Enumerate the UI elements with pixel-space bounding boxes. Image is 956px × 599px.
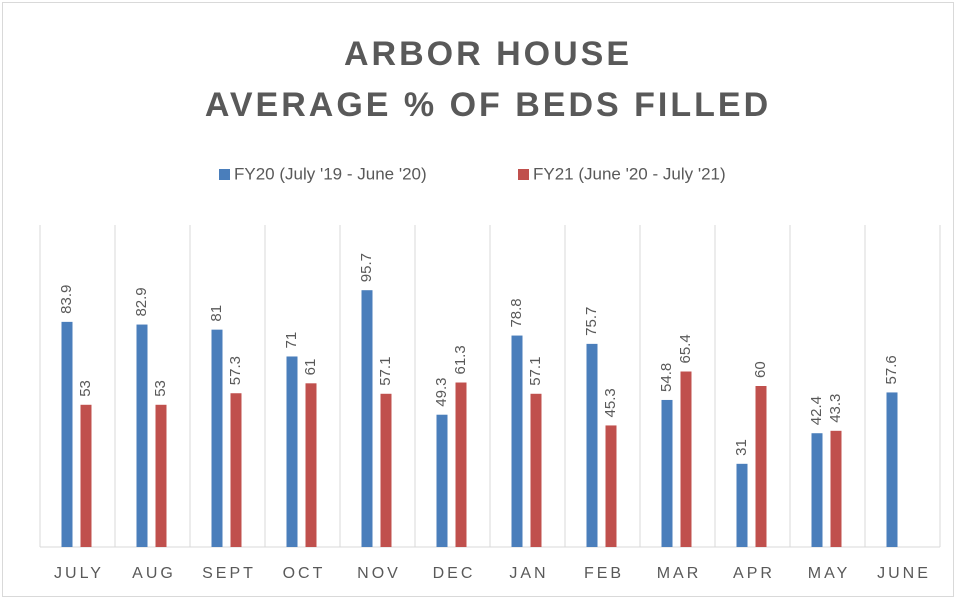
x-tick-label: MAY (808, 565, 850, 582)
data-label: 43.3 (827, 394, 844, 423)
data-label: 57.3 (227, 356, 244, 385)
data-label: 61.3 (452, 345, 469, 374)
bar (736, 463, 748, 547)
bar (230, 393, 242, 547)
bar (886, 392, 898, 547)
data-label: 75.7 (583, 307, 600, 336)
legend-label: FY20 (July '19 - June '20) (234, 164, 427, 183)
x-tick-label: APR (733, 565, 775, 582)
data-label: 83.9 (58, 285, 75, 314)
data-label: 61 (302, 359, 319, 376)
bar (680, 371, 692, 547)
data-label: 71 (283, 332, 300, 349)
bar (586, 343, 598, 547)
bar (605, 425, 617, 547)
data-label: 53 (77, 380, 94, 397)
x-tick-label: SEPT (202, 565, 256, 582)
data-label: 57.1 (377, 357, 394, 386)
x-tick-label: FEB (584, 565, 624, 582)
x-tick-label: NOV (357, 565, 401, 582)
bar (211, 329, 223, 547)
bar (530, 393, 542, 547)
bar (455, 382, 467, 547)
bar (305, 383, 317, 547)
data-label: 42.4 (808, 396, 825, 425)
bar (755, 386, 767, 547)
data-label: 95.7 (358, 253, 375, 282)
data-label: 31 (733, 439, 750, 456)
data-label: 53 (152, 380, 169, 397)
bar (511, 335, 523, 547)
x-tick-label: DEC (433, 565, 476, 582)
data-label: 57.6 (883, 355, 900, 384)
data-label: 45.3 (602, 388, 619, 417)
legend-swatch (518, 169, 529, 180)
x-tick-label: JUNE (877, 565, 931, 582)
data-label: 49.3 (433, 378, 450, 407)
x-tick-label: OCT (283, 565, 326, 582)
x-tick-label: JAN (509, 565, 548, 582)
chart-title: AVERAGE % OF BEDS FILLED (205, 86, 771, 124)
chart-title: ARBOR HOUSE (344, 35, 632, 73)
legend-label: FY21 (June '20 - July '21) (533, 164, 726, 183)
bar (286, 356, 298, 547)
bar (380, 393, 392, 547)
x-tick-label: JULY (54, 565, 104, 582)
data-label: 82.9 (133, 287, 150, 316)
bar (436, 414, 448, 547)
bar (830, 430, 842, 547)
data-label: 60 (752, 361, 769, 378)
bar (155, 404, 167, 547)
x-tick-label: MAR (657, 565, 702, 582)
data-label: 65.4 (677, 334, 694, 363)
data-label: 78.8 (508, 298, 525, 327)
data-label: 81 (208, 305, 225, 322)
bar (811, 433, 823, 547)
bar (80, 404, 92, 547)
x-tick-label: AUG (132, 565, 176, 582)
bar (136, 324, 148, 547)
bar (61, 321, 73, 547)
data-label: 57.1 (527, 357, 544, 386)
bar (361, 290, 373, 547)
legend-swatch (219, 169, 230, 180)
bar (661, 399, 673, 547)
data-label: 54.8 (658, 363, 675, 392)
